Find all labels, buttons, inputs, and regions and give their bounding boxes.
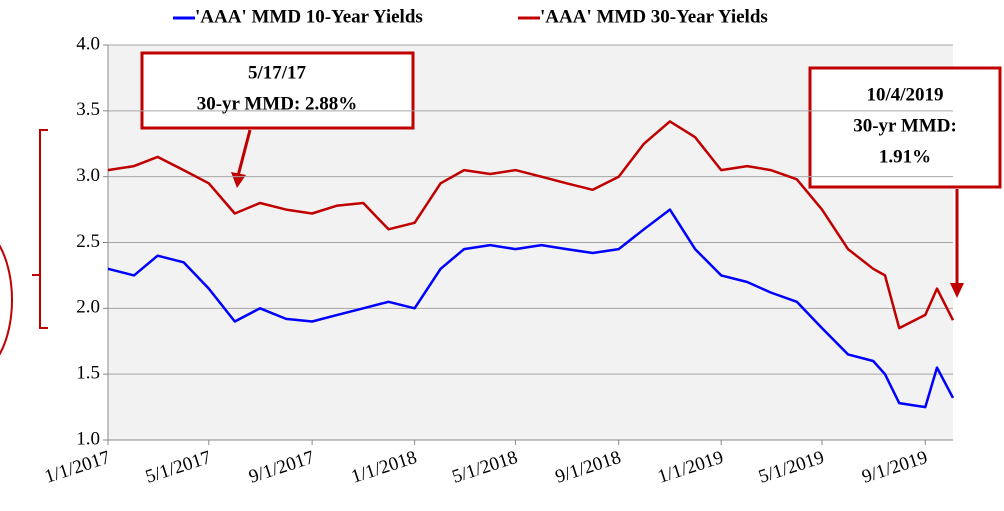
- y-tick-label: 2.0: [76, 297, 100, 318]
- arrow-head: [950, 283, 964, 298]
- bracket: [32, 129, 48, 329]
- x-tick-label: 9/1/2018: [553, 447, 624, 488]
- legend-label: 'AAA' MMD 30-Year Yields: [540, 6, 768, 27]
- x-tick-label: 9/1/2019: [859, 447, 930, 488]
- legend-label: 'AAA' MMD 10-Year Yields: [195, 6, 423, 27]
- arrow-head: [231, 172, 246, 188]
- annotation-box: [140, 51, 415, 130]
- x-tick-label: 5/1/2018: [450, 447, 521, 488]
- series-line: [107, 208, 955, 409]
- annotation-text: 10/4/2019: [866, 84, 943, 105]
- annotation-text: 1.91%: [879, 146, 931, 167]
- x-tick-label: 1/1/2018: [349, 447, 420, 488]
- arrow: [236, 129, 252, 177]
- annotation-text: 30-yr MMD: 2.88%: [197, 93, 358, 114]
- y-tick-label: 2.5: [76, 231, 100, 252]
- series-line: [107, 120, 955, 330]
- x-tick-label: 1/1/2019: [655, 447, 726, 488]
- annotation-text: 5/17/17: [248, 62, 307, 83]
- y-tick-label: 3.5: [76, 99, 100, 120]
- x-tick-label: 9/1/2017: [246, 447, 317, 488]
- annotation-box: [808, 66, 1002, 189]
- x-tick-label: 5/1/2017: [143, 447, 214, 488]
- annotation-text: 30-yr MMD:: [853, 115, 957, 136]
- y-tick-label: 4.0: [76, 33, 100, 54]
- x-tick-label: 1/1/2017: [42, 447, 113, 488]
- x-tick-label: 5/1/2019: [756, 447, 827, 488]
- circle-fragment: [0, 244, 13, 356]
- y-tick-label: 1.5: [76, 363, 100, 384]
- y-tick-label: 1.0: [76, 428, 100, 449]
- y-tick-label: 3.0: [76, 165, 100, 186]
